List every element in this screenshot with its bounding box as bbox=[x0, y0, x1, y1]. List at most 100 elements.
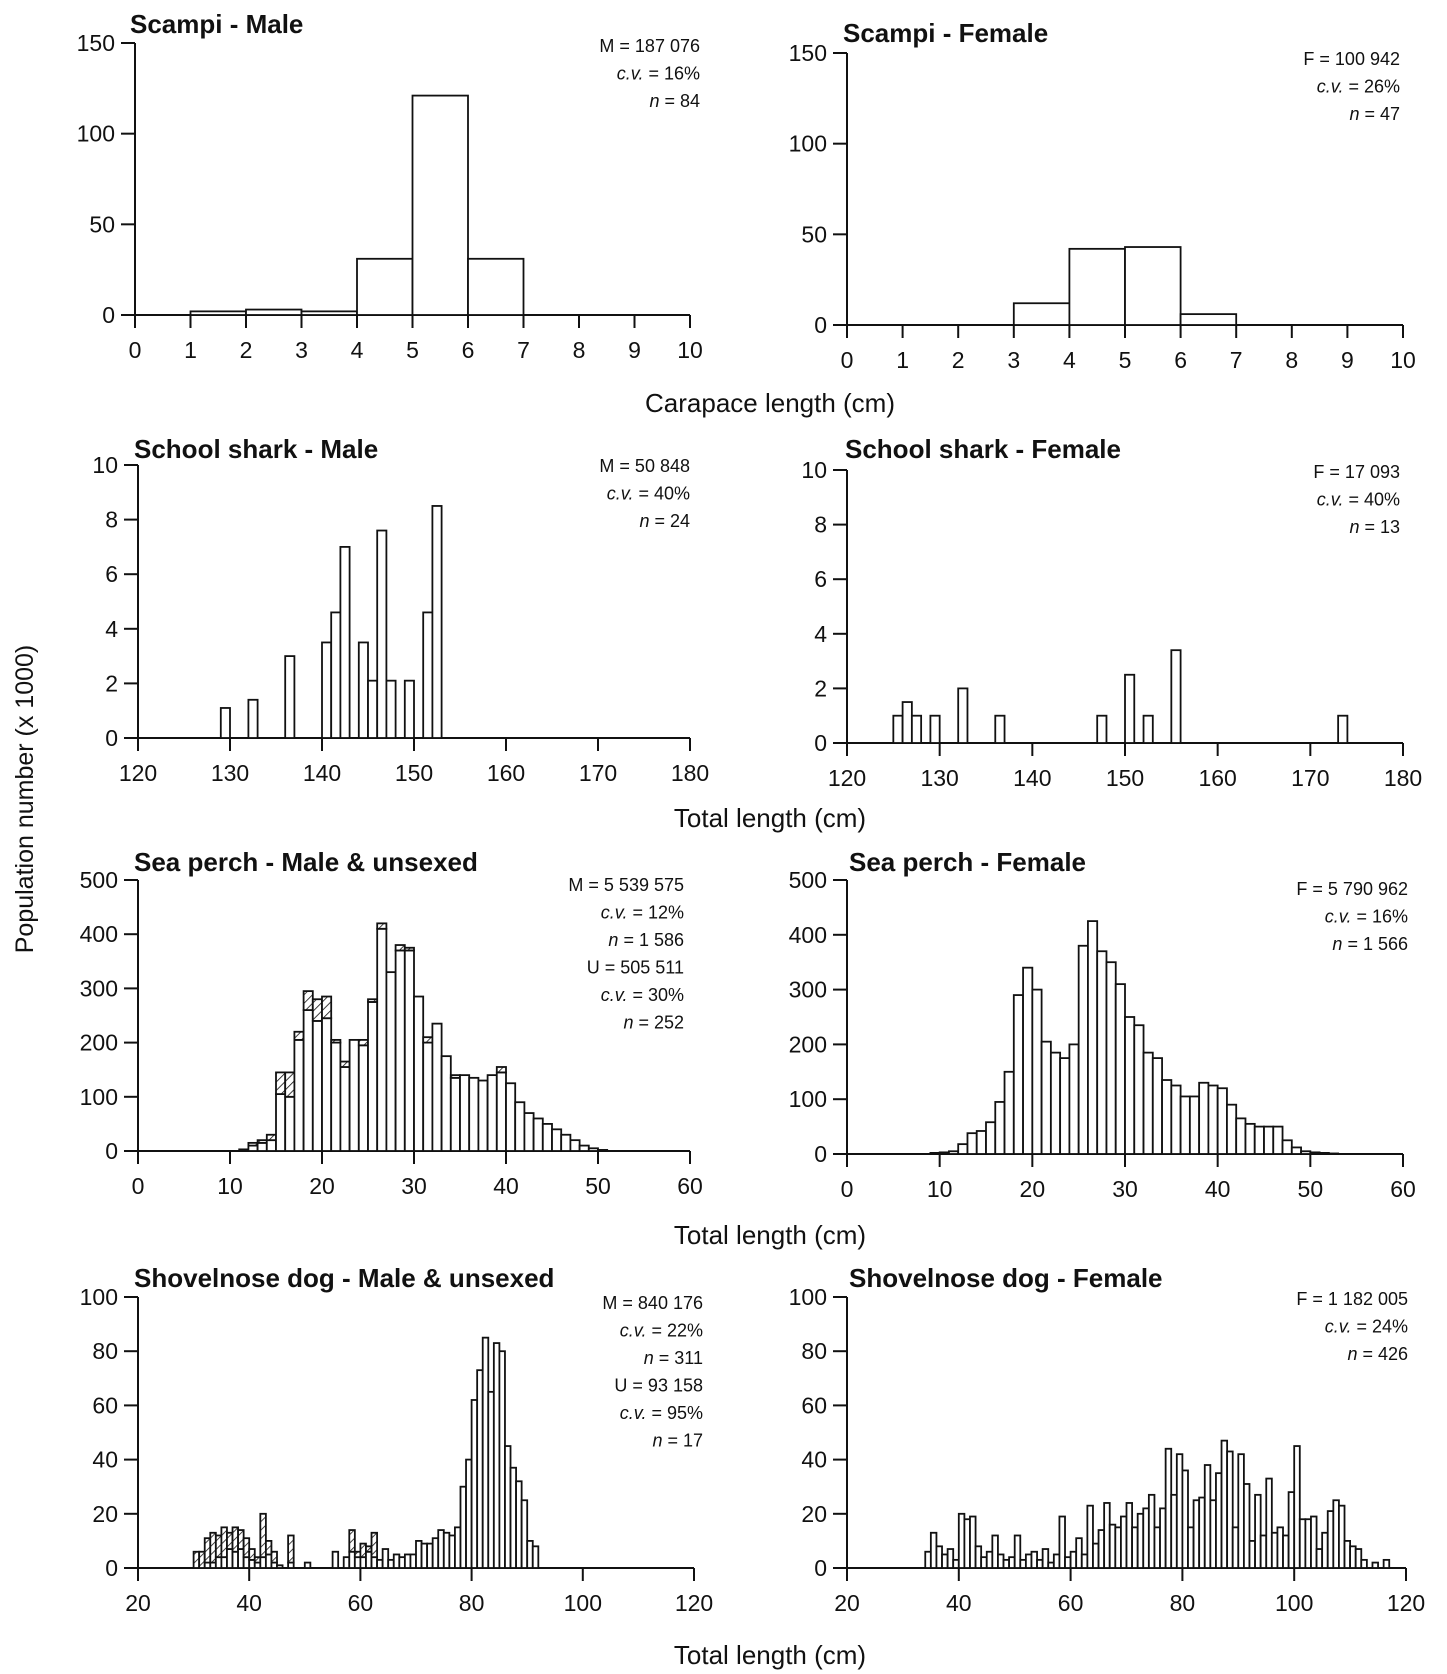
y-tick-label: 6 bbox=[814, 566, 827, 592]
x-axis-label-row1: Carapace length (cm) bbox=[645, 388, 895, 418]
histogram-bar-unsexed bbox=[270, 1550, 278, 1564]
stat-annotation: n = 426 bbox=[1347, 1344, 1408, 1364]
histogram-bar bbox=[1170, 649, 1182, 744]
histogram-bar bbox=[339, 546, 351, 739]
x-tick-label: 40 bbox=[1205, 1176, 1231, 1202]
y-tick-label: 100 bbox=[789, 1086, 827, 1112]
histogram-bar bbox=[1151, 1057, 1163, 1155]
x-tick-label: 40 bbox=[946, 1590, 972, 1616]
x-tick-label: 4 bbox=[1063, 347, 1076, 373]
y-tick-label: 300 bbox=[80, 975, 118, 1001]
stat-annotation: c.v. = 95% bbox=[620, 1403, 703, 1423]
histogram-bar bbox=[1235, 1117, 1247, 1155]
histogram-bar bbox=[1058, 1515, 1066, 1569]
histogram-bar bbox=[1337, 714, 1349, 744]
histogram-bar bbox=[321, 641, 333, 739]
y-tick-label: 200 bbox=[789, 1031, 827, 1057]
histogram-bar bbox=[357, 1044, 369, 1152]
x-tick-label: 20 bbox=[1020, 1176, 1046, 1202]
histogram-bar bbox=[1272, 1125, 1284, 1155]
histogram-bar bbox=[1309, 1151, 1321, 1155]
y-tick-label: 80 bbox=[92, 1338, 118, 1364]
x-tick-label: 60 bbox=[677, 1173, 703, 1199]
x-tick-label: 180 bbox=[671, 760, 709, 786]
y-tick-label: 60 bbox=[92, 1392, 118, 1418]
histogram-bar bbox=[929, 1152, 941, 1155]
y-tick-label: 0 bbox=[814, 312, 827, 338]
histogram-bar bbox=[541, 1123, 553, 1152]
histogram-bar bbox=[1003, 1070, 1015, 1155]
x-tick-label: 130 bbox=[920, 765, 958, 791]
y-tick-label: 4 bbox=[814, 621, 827, 647]
histogram-bar bbox=[376, 927, 388, 1152]
histogram-bar bbox=[969, 1515, 977, 1569]
histogram-bar bbox=[477, 1079, 489, 1152]
chart-panel-6: Sea perch - Female 0 100 200 300 400 500 0 10 20 3… bbox=[789, 847, 1416, 1202]
stat-annotation: n = 47 bbox=[1349, 104, 1400, 124]
histogram-bar bbox=[505, 1082, 517, 1152]
y-tick-label: 100 bbox=[80, 1284, 118, 1310]
histogram-bar bbox=[1242, 1483, 1251, 1569]
histogram-bar-unsexed bbox=[339, 1060, 351, 1068]
x-tick-label: 30 bbox=[1112, 1176, 1138, 1202]
histogram-bar bbox=[189, 310, 247, 316]
histogram-bar bbox=[468, 1076, 480, 1152]
y-tick-label: 20 bbox=[801, 1501, 827, 1527]
x-tick-label: 0 bbox=[841, 347, 854, 373]
histogram-bar bbox=[367, 679, 379, 739]
histogram-bar bbox=[1170, 1084, 1182, 1155]
histogram-bar bbox=[966, 1132, 978, 1155]
stat-annotation: F = 5 790 962 bbox=[1296, 879, 1408, 899]
histogram-bar bbox=[560, 1133, 572, 1152]
histogram-bar bbox=[1290, 1146, 1302, 1155]
histogram-bar bbox=[569, 1139, 581, 1152]
x-tick-label: 0 bbox=[132, 1173, 145, 1199]
histogram-bar bbox=[991, 1534, 999, 1569]
histogram-bar bbox=[403, 679, 415, 739]
histogram-bar bbox=[985, 1121, 997, 1155]
histogram-bar-unsexed bbox=[259, 1512, 267, 1559]
histogram-bar bbox=[994, 714, 1006, 744]
histogram-bar-unsexed bbox=[256, 1139, 268, 1144]
y-tick-label: 20 bbox=[92, 1501, 118, 1527]
histogram-bar bbox=[440, 1055, 452, 1152]
histogram-bar bbox=[1068, 247, 1126, 326]
histogram-bar bbox=[1096, 950, 1108, 1155]
panel-title: Sea perch - Male & unsexed bbox=[134, 847, 478, 877]
histogram-bar bbox=[1179, 313, 1238, 326]
y-tick-label: 500 bbox=[80, 867, 118, 893]
histogram-bar bbox=[422, 611, 434, 739]
histogram-bar bbox=[1226, 1450, 1234, 1569]
panel-title: School shark - Female bbox=[845, 434, 1121, 464]
histogram-bar-unsexed bbox=[449, 1074, 461, 1079]
histogram-bar-unsexed bbox=[422, 1036, 434, 1044]
y-tick-label: 0 bbox=[105, 1138, 118, 1164]
histogram-bar bbox=[597, 1149, 609, 1152]
histogram-bar-unsexed bbox=[495, 1066, 507, 1074]
stat-annotation: n = 24 bbox=[639, 511, 690, 531]
histogram-bar-unsexed bbox=[330, 1038, 342, 1044]
y-tick-label: 100 bbox=[789, 131, 827, 157]
histogram-bar-unsexed bbox=[247, 1141, 259, 1147]
histogram-bar bbox=[994, 1101, 1006, 1155]
histogram-bar bbox=[376, 529, 388, 739]
y-tick-label: 100 bbox=[77, 121, 115, 147]
y-tick-label: 0 bbox=[814, 1141, 827, 1167]
histogram-bar bbox=[495, 1071, 507, 1152]
histogram-bar bbox=[531, 1545, 540, 1569]
stat-annotation: n = 17 bbox=[652, 1431, 703, 1451]
histogram-bar bbox=[1075, 1537, 1083, 1569]
y-tick-label: 2 bbox=[814, 675, 827, 701]
histogram-bar bbox=[1059, 1057, 1071, 1155]
y-tick-label: 50 bbox=[89, 211, 115, 237]
histogram-bar bbox=[219, 707, 231, 739]
x-tick-label: 60 bbox=[1058, 1590, 1084, 1616]
chart-panel-2: Scampi - Female 0 50 100 150 0 1 2 3 4 5 6 7 8 9 10 F = … bbox=[789, 18, 1416, 373]
histogram-bar bbox=[284, 655, 296, 739]
histogram-bar bbox=[1263, 1125, 1275, 1155]
histogram-bar bbox=[532, 1117, 544, 1152]
stat-annotation: n = 311 bbox=[644, 1348, 703, 1368]
y-tick-label: 40 bbox=[92, 1447, 118, 1473]
y-tick-label: 8 bbox=[105, 507, 118, 533]
histogram-bar bbox=[1310, 1515, 1318, 1569]
